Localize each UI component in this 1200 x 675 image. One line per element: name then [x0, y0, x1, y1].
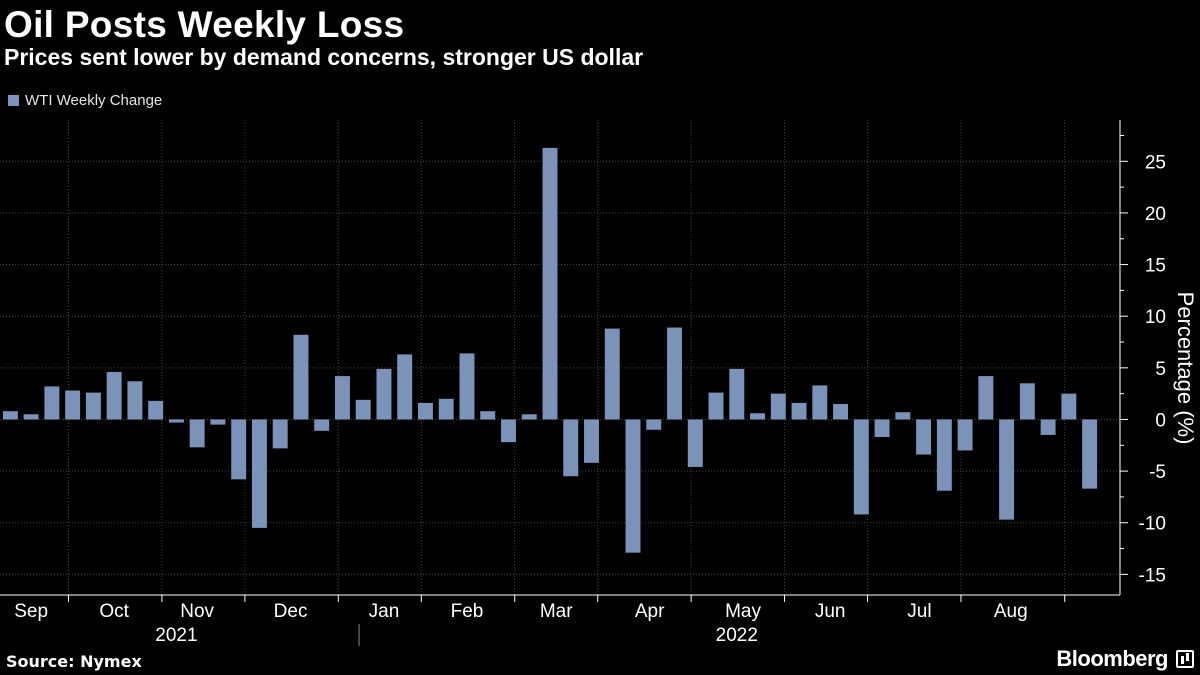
bar [355, 399, 371, 420]
bar [646, 419, 662, 430]
bar [314, 419, 330, 431]
x-tick-label: Mar [540, 601, 573, 622]
bar [750, 413, 766, 420]
bar [584, 419, 599, 463]
bar [23, 414, 39, 420]
x-tick-label: Jul [907, 601, 931, 622]
bar [729, 368, 745, 420]
bar [334, 376, 350, 420]
chart-title: Oil Posts Weekly Loss [4, 4, 405, 45]
source-note: Source: Nymex [6, 652, 142, 671]
x-tick-label: Feb [451, 601, 484, 622]
year-label: 2021 [155, 625, 197, 646]
bar [978, 376, 994, 420]
bar [210, 419, 226, 425]
bar [418, 402, 433, 420]
x-tick-label: Sep [14, 601, 48, 622]
bar [168, 419, 184, 423]
bloomberg-chart-icon [1176, 650, 1194, 668]
y-tick-label: 0 [1155, 410, 1166, 431]
bar [1019, 383, 1035, 420]
bar [542, 147, 558, 420]
x-tick-label: Jun [815, 601, 846, 622]
bar [127, 381, 143, 420]
y-tick-label: 5 [1155, 359, 1166, 380]
bar [916, 419, 932, 455]
y-tick-label: 20 [1145, 204, 1166, 225]
bar [85, 392, 101, 420]
bar [459, 353, 475, 420]
x-tick-label: Dec [274, 601, 308, 622]
bar [999, 419, 1015, 520]
y-tick-label: 15 [1145, 256, 1166, 277]
bar [936, 419, 952, 491]
bar [687, 419, 703, 467]
bar [1061, 393, 1077, 420]
x-tick-label: Oct [99, 601, 129, 622]
bar [853, 419, 869, 515]
y-tick-label: 25 [1145, 152, 1166, 173]
bar [231, 419, 247, 480]
bar [895, 412, 911, 420]
bar [251, 419, 267, 528]
bar [791, 402, 807, 420]
y-tick-label: -10 [1139, 514, 1166, 535]
bar [272, 419, 288, 449]
x-tick-label: Aug [994, 601, 1028, 622]
bar [438, 398, 454, 420]
bar [293, 334, 309, 420]
bar [812, 385, 828, 420]
bar [625, 419, 641, 553]
legend-label: WTI Weekly Change [25, 92, 163, 109]
bar [2, 411, 18, 420]
bar [106, 371, 122, 420]
legend-swatch [8, 95, 19, 106]
x-tick-label: May [725, 601, 761, 622]
y-tick-label: 10 [1145, 307, 1166, 328]
bar [148, 400, 164, 420]
bar [957, 419, 973, 451]
bar [667, 327, 682, 420]
chart-subtitle: Prices sent lower by demand concerns, st… [4, 44, 644, 70]
x-tick-label: Nov [180, 601, 214, 622]
legend: WTI Weekly Change [8, 92, 162, 109]
y-axis-title: Percentage (%) [1173, 292, 1198, 445]
y-tick-label: -5 [1149, 462, 1166, 483]
bar [480, 411, 496, 420]
bar [604, 328, 620, 420]
bar [833, 403, 849, 420]
bar [65, 390, 81, 420]
bar [397, 354, 413, 420]
year-label: 2022 [716, 625, 758, 646]
bar [1082, 419, 1098, 489]
bar [563, 419, 579, 477]
bar [44, 386, 60, 420]
bar [376, 368, 392, 420]
bloomberg-logo: Bloomberg [1056, 646, 1168, 671]
y-tick-label: -15 [1139, 565, 1166, 586]
x-tick-label: Jan [369, 601, 400, 622]
bar [189, 419, 205, 448]
bar [770, 393, 786, 420]
bar [1040, 419, 1056, 435]
bar [708, 392, 724, 420]
x-tick-label: Apr [635, 601, 665, 622]
bar [501, 419, 516, 443]
bar [874, 419, 890, 438]
bar [521, 414, 537, 420]
